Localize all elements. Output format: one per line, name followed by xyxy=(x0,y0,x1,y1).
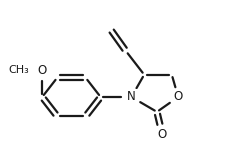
Text: CH₃: CH₃ xyxy=(8,65,29,75)
Text: O: O xyxy=(38,64,47,77)
Text: N: N xyxy=(127,91,136,104)
Text: O: O xyxy=(158,128,167,141)
Text: O: O xyxy=(174,91,183,104)
